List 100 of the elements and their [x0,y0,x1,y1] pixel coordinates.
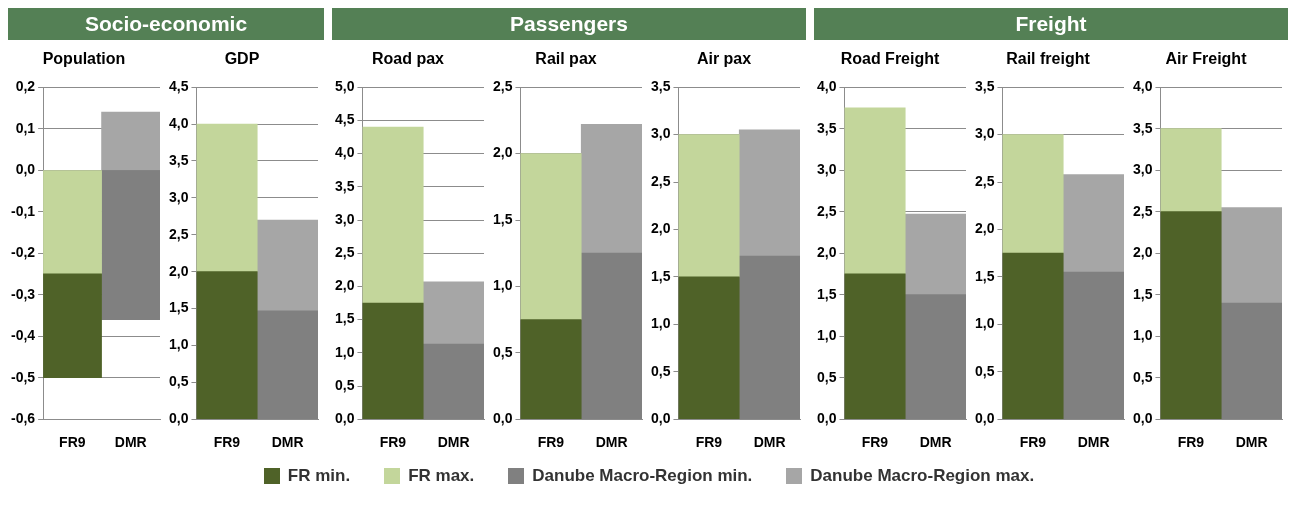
y-tick-label: 3,0 [168,188,189,205]
y-tick-label: 1,0 [492,277,513,294]
chart-title: Road Freight [840,50,940,68]
y-tick-label: 0,0 [492,410,513,427]
y-tick-label: -0,4 [11,327,36,344]
y-tick-label: 1,5 [168,299,189,316]
y-tick-label: 2,5 [334,244,355,261]
y-tick-label: 1,0 [816,327,837,344]
text: Socio-economic [8,8,324,40]
y-tick-label: -0,5 [11,368,36,385]
chart-title: Rail pax [535,50,597,68]
y-tick-label: 0,5 [168,373,189,390]
x-tick-label: FR9 [1019,434,1047,451]
y-tick-label: 0,2 [15,78,36,95]
y-tick-label: 2,0 [816,244,837,261]
y-tick-label: 2,5 [650,172,671,189]
y-tick-label: 2,0 [168,262,189,279]
x-tick-label: FR9 [379,434,407,451]
y-tick-label: 1,5 [492,210,513,227]
y-tick-label: 1,0 [974,315,995,332]
y-tick-label: 1,5 [816,285,837,302]
y-tick-label: 4,0 [816,78,837,95]
y-tick-label: -0,1 [11,202,36,219]
text: Freight [814,8,1288,40]
x-tick-label: FR9 [59,434,86,451]
y-tick-label: 0,5 [816,368,837,385]
y-tick-label: 4,0 [168,114,189,131]
y-tick-label: 0,0 [1132,410,1153,427]
y-tick-label: 2,0 [1132,244,1153,261]
y-tick-label: 1,5 [974,267,995,284]
y-tick-label: 4,0 [334,144,355,161]
y-tick-label: 4,0 [1132,78,1153,95]
y-tick-label: 2,0 [650,220,671,237]
y-tick-label: 3,0 [334,210,355,227]
x-tick-label: FR9 [213,434,241,451]
y-tick-label: 5,0 [334,78,355,95]
x-tick-label: DMR [753,434,786,451]
chart-title: GDP [224,50,260,68]
y-tick-label: 1,0 [168,336,189,353]
y-tick-label: 3,5 [334,177,355,194]
x-tick-label: FR9 [861,434,889,451]
y-tick-label: 3,5 [816,119,837,136]
y-tick-label: 0,5 [974,362,995,379]
y-tick-label: 2,0 [334,277,355,294]
chart-title: Air Freight [1165,50,1248,68]
y-tick-label: -0,6 [11,410,36,427]
y-tick-label: 1,5 [1132,285,1153,302]
chart-title: Road pax [371,50,445,68]
y-tick-label: 3,5 [974,78,995,95]
y-tick-label: 0,1 [15,119,36,136]
x-tick-label: DMR [1235,434,1268,451]
y-tick-label: 0,0 [974,410,995,427]
y-tick-label: 2,5 [974,172,995,189]
x-tick-label: FR9 [537,434,565,451]
y-tick-label: 0,5 [492,343,513,360]
y-tick-label: 2,5 [816,202,837,219]
y-tick-label: 0,5 [334,376,355,393]
y-tick-label: 1,0 [650,315,671,332]
y-tick-label: 1,5 [334,310,355,327]
y-tick-label: 2,0 [974,220,995,237]
y-tick-label: 2,5 [168,225,189,242]
y-tick-label: -0,2 [11,244,36,261]
legend-label: FR min. [287,466,351,486]
y-tick-label: 3,0 [816,161,837,178]
chart-title: Air pax [696,50,752,68]
y-tick-label: 2,5 [492,78,513,95]
y-tick-label: -0,3 [11,285,36,302]
y-tick-label: 0,0 [15,161,36,178]
y-tick-label: 1,5 [650,267,671,284]
y-tick-label: 3,5 [168,151,189,168]
y-tick-label: 0,0 [334,410,355,427]
y-tick-label: 1,0 [334,343,355,360]
x-tick-label: DMR [114,434,147,451]
y-tick-label: 2,5 [1132,202,1153,219]
chart-title: Rail freight [1006,50,1091,68]
y-tick-label: 4,5 [168,78,189,95]
y-tick-label: 0,0 [816,410,837,427]
y-tick-label: 1,0 [1132,327,1153,344]
x-tick-label: FR9 [1177,434,1205,451]
y-tick-label: 3,0 [1132,161,1153,178]
y-tick-label: 0,5 [1132,368,1153,385]
y-tick-label: 2,0 [492,144,513,161]
y-tick-label: 3,0 [650,125,671,142]
legend-label: Danube Macro-Region min. [532,466,753,486]
y-tick-label: 4,5 [334,111,355,128]
legend-label: Danube Macro-Region max. [810,466,1035,486]
x-tick-label: DMR [271,434,304,451]
legend-label: FR max. [408,466,475,486]
y-tick-label: 3,5 [650,78,671,95]
x-tick-label: DMR [919,434,952,451]
y-tick-label: 3,0 [974,125,995,142]
y-tick-label: 0,0 [168,410,189,427]
x-tick-label: DMR [1077,434,1110,451]
y-tick-label: 0,5 [650,362,671,379]
y-tick-label: 3,5 [1132,119,1153,136]
x-tick-label: DMR [595,434,628,451]
y-tick-label: 0,0 [650,410,671,427]
x-tick-label: DMR [437,434,470,451]
chart-title: Population [42,50,126,68]
x-tick-label: FR9 [695,434,723,451]
